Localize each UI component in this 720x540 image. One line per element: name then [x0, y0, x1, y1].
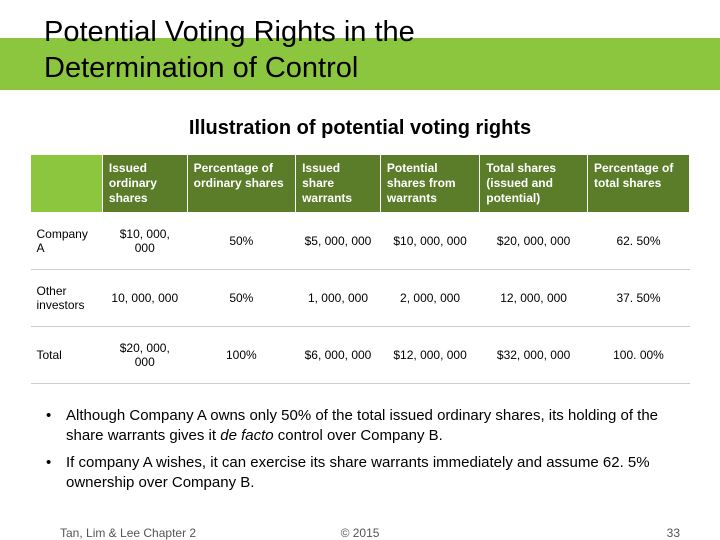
row-label: Company A [31, 213, 103, 270]
cell: 50% [187, 270, 295, 327]
row-label: Total [31, 327, 103, 384]
th-potential-warrants: Potential shares from warrants [380, 155, 479, 213]
cell: $20, 000, 000 [480, 213, 588, 270]
cell: $32, 000, 000 [480, 327, 588, 384]
footer-right: 33 [667, 526, 680, 540]
cell: 37. 50% [587, 270, 689, 327]
row-label: Other investors [31, 270, 103, 327]
cell: 100. 00% [587, 327, 689, 384]
bullet-item: •Although Company A owns only 50% of the… [46, 406, 674, 447]
title-line1: Potential Voting Rights in the [44, 14, 415, 50]
footer-center: © 2015 [341, 526, 380, 540]
bullet-item: •If company A wishes, it can exercise it… [46, 453, 674, 494]
th-pct-total: Percentage of total shares [587, 155, 689, 213]
subtitle: Illustration of potential voting rights [0, 117, 720, 140]
cell: $5, 000, 000 [296, 213, 381, 270]
voting-rights-table: Issued ordinary shares Percentage of ord… [30, 154, 690, 384]
cell: $6, 000, 000 [296, 327, 381, 384]
footer-left: Tan, Lim & Lee Chapter 2 [60, 526, 196, 540]
cell: 50% [187, 213, 295, 270]
slide-title: Potential Voting Rights in the Determina… [44, 14, 415, 87]
cell: 1, 000, 000 [296, 270, 381, 327]
table-header-row: Issued ordinary shares Percentage of ord… [31, 155, 690, 213]
bullet-text: Although Company A owns only 50% of the … [66, 406, 674, 447]
th-pct-ordinary: Percentage of ordinary shares [187, 155, 295, 213]
table-row: Company A$10, 000, 00050%$5, 000, 000$10… [31, 213, 690, 270]
th-blank [31, 155, 103, 213]
bullet-dot: • [46, 406, 66, 447]
title-bar: Potential Voting Rights in the Determina… [0, 0, 720, 105]
cell: 62. 50% [587, 213, 689, 270]
bullet-list: •Although Company A owns only 50% of the… [46, 406, 674, 493]
table-body: Company A$10, 000, 00050%$5, 000, 000$10… [31, 213, 690, 384]
bullet-text: If company A wishes, it can exercise its… [66, 453, 674, 494]
bullet-dot: • [46, 453, 66, 494]
cell: $10, 000, 000 [380, 213, 479, 270]
cell: 2, 000, 000 [380, 270, 479, 327]
cell: $20, 000, 000 [102, 327, 187, 384]
cell: 10, 000, 000 [102, 270, 187, 327]
cell: 100% [187, 327, 295, 384]
th-issued-ordinary: Issued ordinary shares [102, 155, 187, 213]
cell: $10, 000, 000 [102, 213, 187, 270]
th-total-shares: Total shares (issued and potential) [480, 155, 588, 213]
table-row: Other investors10, 000, 00050%1, 000, 00… [31, 270, 690, 327]
cell: $12, 000, 000 [380, 327, 479, 384]
th-issued-warrants: Issued share warrants [296, 155, 381, 213]
cell: 12, 000, 000 [480, 270, 588, 327]
title-line2: Determination of Control [44, 50, 415, 86]
table-row: Total$20, 000, 000100%$6, 000, 000$12, 0… [31, 327, 690, 384]
